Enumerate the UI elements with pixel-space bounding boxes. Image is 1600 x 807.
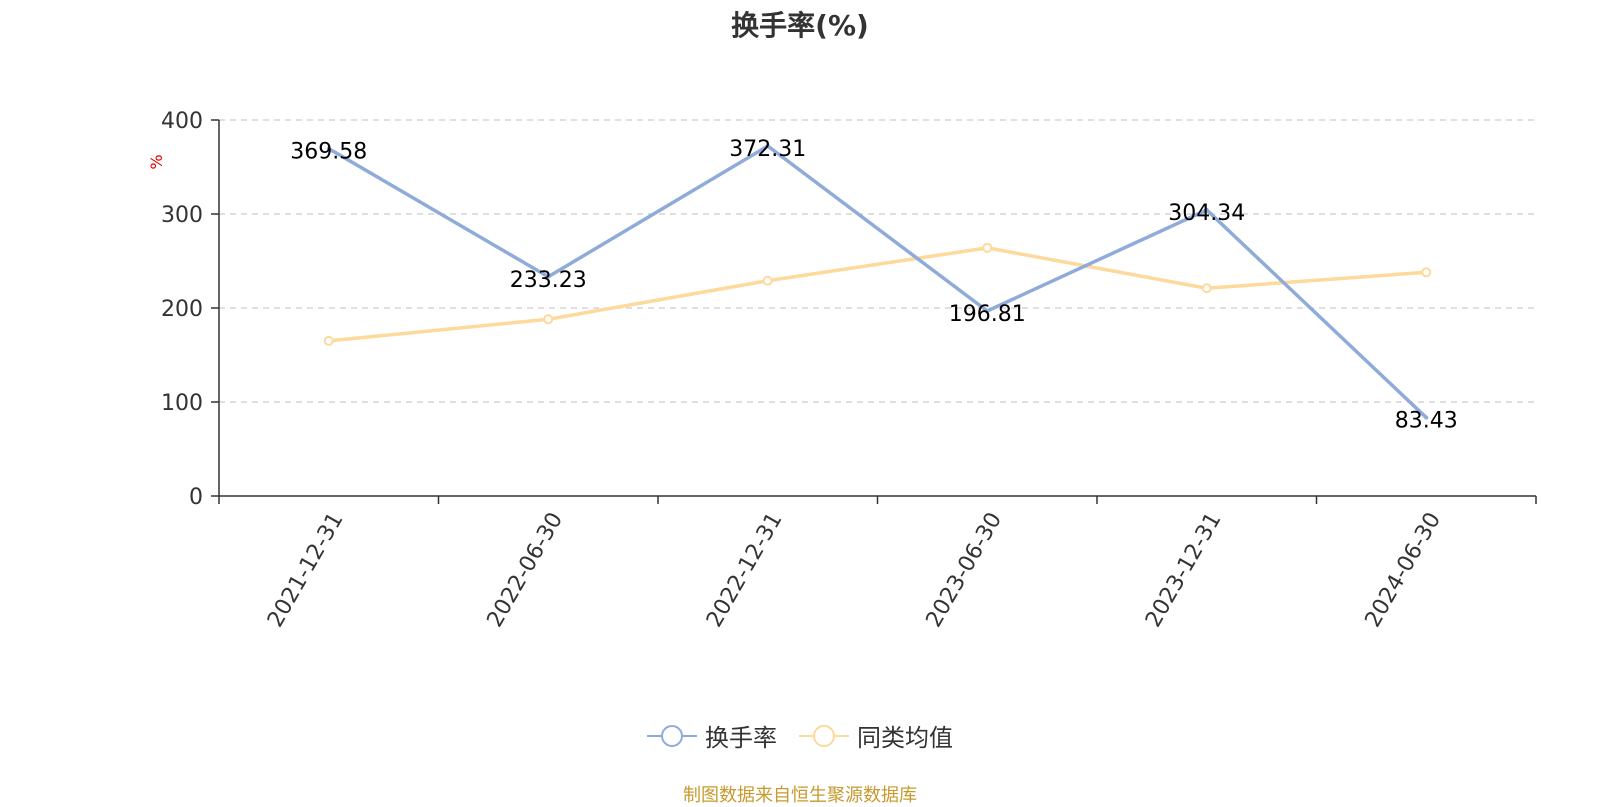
y-axis-unit: % [147, 154, 166, 169]
data-label: 233.23 [510, 268, 587, 293]
data-point-peer-average [1201, 283, 1212, 294]
data-point-peer-average [323, 335, 334, 346]
legend-line-circle-icon [647, 724, 697, 747]
y-tick-label: 100 [161, 391, 203, 416]
legend-line-circle-icon [799, 724, 849, 747]
legend-label-turnover: 换手率 [705, 724, 777, 752]
data-point-peer-average [543, 314, 554, 325]
y-tick-label: 0 [189, 485, 203, 510]
data-point-turnover [765, 144, 770, 149]
legend-item-turnover[interactable]: 换手率 [647, 718, 777, 753]
data-label: 196.81 [949, 302, 1026, 327]
data-point-peer-average [1421, 267, 1432, 278]
data-point-peer-average [762, 275, 773, 286]
y-tick-label: 400 [161, 109, 203, 134]
data-labels: 369.58 233.23 372.31 196.81 304.34 83.43 [290, 137, 1457, 434]
data-point-turnover [1424, 415, 1429, 420]
x-tick-label: 2022-06-30 [483, 508, 569, 631]
x-tick-label: 2022-12-31 [702, 508, 788, 631]
x-tick-label: 2024-06-30 [1361, 508, 1447, 631]
legend-label-peer-average: 同类均值 [857, 724, 953, 752]
y-tick-label: 300 [161, 203, 203, 228]
data-point-turnover [546, 274, 551, 279]
y-tick-labels: 0 100 200 300 400 [161, 109, 203, 510]
grid-lines [219, 119, 1536, 403]
x-tick-labels: 2021-12-31 2022-06-30 2022-12-31 2023-06-30… [263, 508, 1446, 631]
data-label: 369.58 [290, 140, 367, 165]
series-layer [323, 144, 1432, 420]
data-label: 83.43 [1395, 409, 1458, 434]
data-label: 304.34 [1168, 201, 1245, 226]
x-tick-label: 2023-06-30 [922, 508, 1008, 631]
x-tick-label: 2021-12-31 [263, 508, 349, 631]
data-point-turnover [326, 146, 331, 151]
x-tick-label: 2023-12-31 [1141, 508, 1227, 631]
axes [211, 119, 1537, 504]
legend: 换手率 同类均值 [0, 718, 1600, 753]
data-point-turnover [985, 308, 990, 313]
data-point-peer-average [982, 242, 993, 253]
series-line-peer-average [328, 246, 1427, 343]
data-label: 372.31 [729, 137, 806, 162]
chart-title: 换手率(%) [731, 9, 869, 42]
series-line-turnover [327, 144, 1428, 419]
data-source-note: 制图数据来自恒生聚源数据库 [683, 785, 917, 806]
data-point-turnover [1204, 207, 1209, 212]
y-tick-label: 200 [161, 297, 203, 322]
legend-item-peer-average[interactable]: 同类均值 [799, 718, 953, 753]
